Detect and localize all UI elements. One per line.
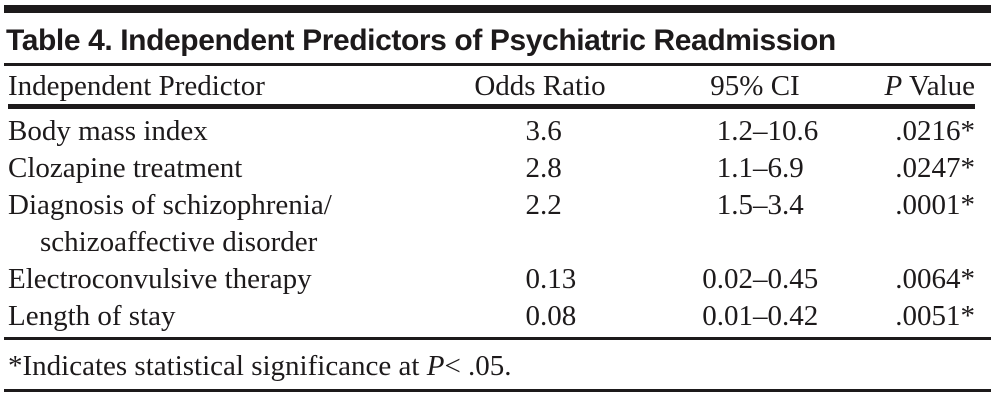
- header-independent-predictor: Independent Predictor: [8, 66, 455, 109]
- odds-int: 0: [525, 263, 541, 295]
- predictors-table: Independent Predictor Odds Ratio 95% CI …: [8, 66, 975, 335]
- predictor-cell: Clozapine treatment: [8, 150, 455, 187]
- p-value-cell: .0247*: [895, 152, 975, 184]
- header-row: Independent Predictor Odds Ratio 95% CI …: [8, 66, 975, 109]
- bottom-rule: [4, 389, 991, 392]
- table-header: Independent Predictor Odds Ratio 95% CI …: [8, 66, 975, 109]
- ci-low: 0.02: [702, 263, 753, 295]
- p-value-cell: .0001*: [895, 189, 975, 221]
- predictor-cell: Diagnosis of schizophrenia/schizoaffecti…: [8, 187, 455, 261]
- odds-frac: .2: [540, 189, 562, 221]
- ci-cell: 1.5–3.4: [625, 187, 855, 261]
- header-p-value: P Value: [855, 66, 975, 109]
- title-rule: [4, 63, 991, 66]
- top-bar-rule: [4, 5, 991, 13]
- ci-dash: –: [753, 300, 768, 332]
- p-value-rest: Value: [902, 70, 975, 102]
- p-symbol: P: [884, 70, 903, 102]
- ci-high: 6.9: [767, 152, 804, 184]
- significance-footnote: *Indicates statistical significance at P…: [8, 350, 512, 383]
- table-row: Length of stay 0.08 0.01–0.42.0051*: [8, 298, 975, 335]
- table-row: Electroconvulsive therapy 0.13 0.02–0.45.0…: [8, 261, 975, 298]
- odds-frac: .08: [540, 300, 577, 332]
- odds-int: 2: [525, 189, 541, 221]
- footnote-prefix: *Indicates statistical significance at: [8, 350, 427, 382]
- table-row: Clozapine treatment 2.8 1.1–6.9.0247*: [8, 150, 975, 187]
- odds-ratio-cell: 3.6: [455, 107, 625, 151]
- odds-frac: .13: [540, 263, 577, 295]
- ci-dash: –: [753, 263, 768, 295]
- predictor-label: Clozapine treatment: [8, 152, 243, 184]
- ci-dash: –: [753, 189, 768, 221]
- odds-int: 0: [525, 300, 541, 332]
- ci-low: 1.5: [716, 189, 753, 221]
- odds-ratio-cell: 2.8: [455, 150, 625, 187]
- p-value-cell: .0216*: [895, 115, 975, 147]
- ci-cell: 1.1–6.9: [625, 150, 855, 187]
- predictor-cell: Length of stay: [8, 298, 455, 335]
- ci-low: 1.2: [716, 115, 753, 147]
- table-body: Body mass index 3.6 1.2–10.6.0216* Clozapin…: [8, 107, 975, 336]
- table-row: Body mass index 3.6 1.2–10.6.0216*: [8, 107, 975, 151]
- table-row: Diagnosis of schizophrenia/schizoaffecti…: [8, 187, 975, 261]
- ci-high: 3.4: [767, 189, 804, 221]
- ci-high: 0.42: [767, 300, 819, 332]
- odds-int: 2: [525, 152, 541, 184]
- predictor-label: Body mass index: [8, 115, 208, 147]
- predictor-label: Diagnosis of schizophrenia/: [8, 189, 332, 221]
- header-95-ci: 95% CI: [625, 66, 855, 109]
- odds-int: 3: [525, 115, 541, 147]
- odds-ratio-cell: 0.08: [455, 298, 625, 335]
- odds-ratio-cell: 0.13: [455, 261, 625, 298]
- predictor-cell: Body mass index: [8, 107, 455, 151]
- odds-ratio-cell: 2.2: [455, 187, 625, 261]
- odds-frac: .6: [540, 115, 562, 147]
- footnote-rule: [4, 337, 991, 340]
- p-value-cell: .0064*: [895, 263, 975, 295]
- ci-cell: 0.01–0.42: [625, 298, 855, 335]
- predictor-label-wrapped: schizoaffective disorder: [40, 226, 318, 258]
- ci-low: 0.01: [702, 300, 753, 332]
- table-title: Table 4. Independent Predictors of Psych…: [6, 24, 836, 57]
- odds-frac: .8: [540, 152, 562, 184]
- predictor-cell: Electroconvulsive therapy: [8, 261, 455, 298]
- footnote-suffix: < .05.: [444, 350, 512, 382]
- p-value-cell: .0051*: [895, 300, 975, 332]
- predictor-label: Electroconvulsive therapy: [8, 263, 312, 295]
- header-odds-ratio: Odds Ratio: [455, 66, 625, 109]
- ci-dash: –: [753, 115, 768, 147]
- ci-low: 1.1: [716, 152, 753, 184]
- ci-cell: 1.2–10.6: [625, 107, 855, 151]
- ci-high: 10.6: [767, 115, 819, 147]
- footnote-p-symbol: P: [426, 350, 445, 382]
- predictor-label: Length of stay: [8, 300, 176, 332]
- ci-cell: 0.02–0.45: [625, 261, 855, 298]
- ci-high: 0.45: [767, 263, 819, 295]
- ci-dash: –: [753, 152, 768, 184]
